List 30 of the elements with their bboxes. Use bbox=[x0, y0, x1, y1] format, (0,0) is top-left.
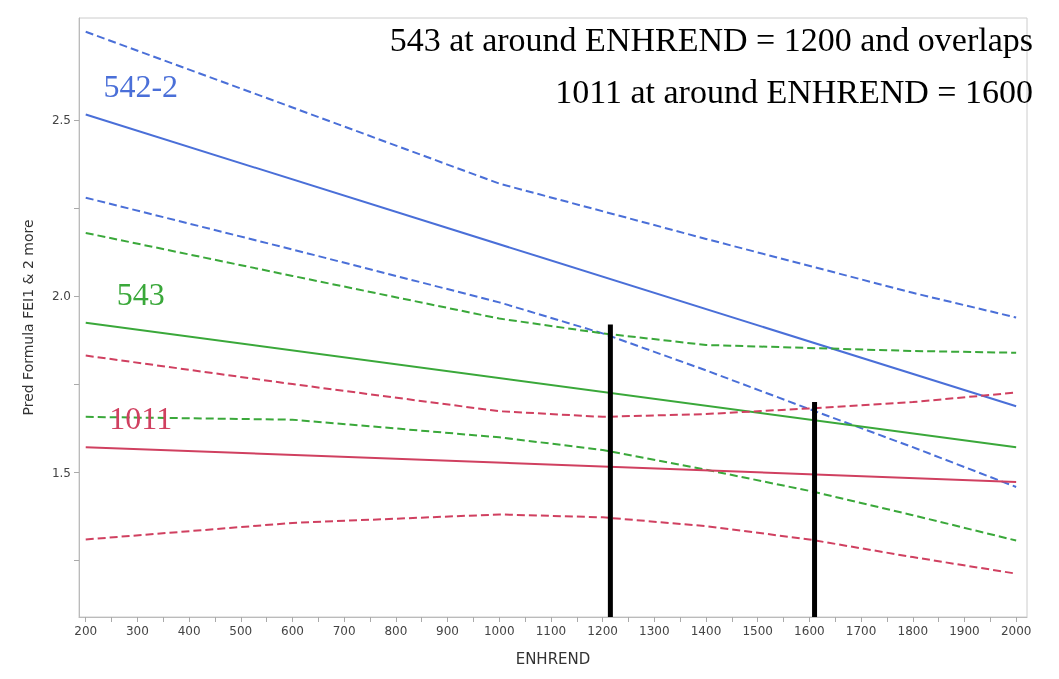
x-tick-label: 1800 bbox=[897, 624, 929, 638]
x-tick-label: 300 bbox=[125, 624, 149, 638]
x-tick-label: 600 bbox=[281, 624, 304, 638]
line-series bbox=[84, 231, 1018, 354]
x-tick-label: 1100 bbox=[535, 624, 567, 638]
x-tick-label: 1600 bbox=[794, 624, 825, 638]
x-tick-label: 1900 bbox=[949, 624, 980, 638]
x-tick-label: 1300 bbox=[639, 624, 670, 638]
y-tick-label: 2.0 bbox=[51, 289, 71, 304]
line-series bbox=[84, 196, 1018, 488]
x-tick-label: 1500 bbox=[742, 624, 773, 638]
x-tick-label: 1000 bbox=[483, 624, 515, 638]
x-tick-label: 2000 bbox=[1000, 624, 1032, 638]
x-tick-label: 1700 bbox=[845, 624, 877, 638]
y-tick-label: 2.5 bbox=[51, 113, 71, 128]
y-tick-label: 1.5 bbox=[51, 465, 71, 480]
x-tick-label: 500 bbox=[229, 624, 253, 638]
y-axis-title: Pred Formula FEI1 & 2 more bbox=[20, 219, 36, 416]
annotation: 1011 at around ENHREND = 1600 bbox=[555, 72, 1033, 110]
x-tick-label: 200 bbox=[74, 624, 98, 638]
x-tick-label: 1200 bbox=[587, 624, 618, 638]
x-tick-label: 400 bbox=[177, 624, 201, 638]
x-tick-label: 700 bbox=[332, 624, 356, 638]
x-tick-label: 800 bbox=[384, 624, 408, 638]
x-tick-label: 900 bbox=[436, 624, 459, 638]
x-tick-label: 1400 bbox=[690, 624, 722, 638]
annotation: 543 at around ENHREND = 1200 and overlaps bbox=[389, 20, 1033, 58]
series-label: 542-2 bbox=[103, 67, 179, 104]
series-label: 543 bbox=[116, 275, 165, 312]
x-axis-title: ENHREND bbox=[515, 649, 591, 668]
